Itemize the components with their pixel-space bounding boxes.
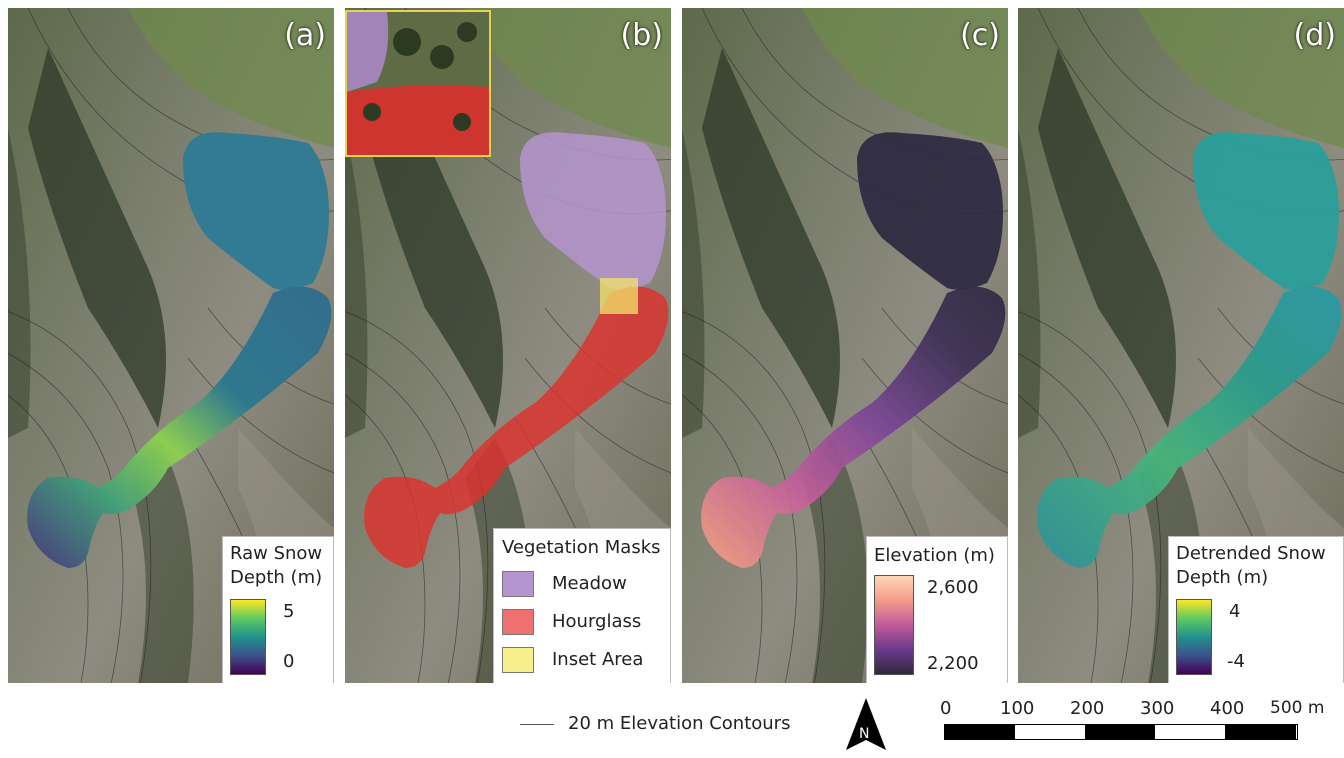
legend-title: Elevation (m) xyxy=(874,545,995,566)
legend-min-value: 0 xyxy=(283,651,295,672)
north-arrow-label: N xyxy=(859,726,870,742)
scale-seg-5 xyxy=(1225,725,1296,739)
legend-detrended-snow-depth: Detrended Snow Depth (m) 4 -4 xyxy=(1168,536,1344,683)
scale-seg-3 xyxy=(1085,725,1155,739)
legend-item-meadow: Meadow xyxy=(552,573,627,594)
swatch-meadow xyxy=(502,571,534,597)
legend-vegetation-masks: Vegetation Masks Meadow Hourglass Inset … xyxy=(493,528,671,683)
scale-label-100: 100 xyxy=(1000,698,1035,719)
contour-legend-label: 20 m Elevation Contours xyxy=(568,713,791,734)
panel-label-b: (b) xyxy=(620,18,663,53)
legend-title-line2: Depth (m) xyxy=(230,567,323,588)
panel-a-raw-snow-depth: (a) Raw Snow Depth (m) 5 0 xyxy=(8,8,334,683)
panel-label-a: (a) xyxy=(284,18,326,53)
contour-line-symbol xyxy=(520,724,554,725)
panel-d-detrended-snow-depth: (d) Detrended Snow Depth (m) 4 -4 xyxy=(1018,8,1344,683)
scale-label-0: 0 xyxy=(940,698,952,719)
legend-item-inset-area: Inset Area xyxy=(552,649,644,670)
legend-max-value: 4 xyxy=(1229,601,1241,622)
legend-title-line1: Raw Snow xyxy=(230,543,323,564)
map-b xyxy=(345,8,671,683)
colorbar-elevation xyxy=(874,575,914,675)
legend-title-line2: Depth (m) xyxy=(1176,567,1269,588)
legend-item-hourglass: Hourglass xyxy=(552,611,642,632)
panel-label-c: (c) xyxy=(960,18,1000,53)
scale-label-300: 300 xyxy=(1140,698,1175,719)
swatch-hourglass xyxy=(502,609,534,635)
panel-b-vegetation-masks: (b) Vegetation Masks Meadow Hourglass In… xyxy=(345,8,671,683)
scale-label-400: 400 xyxy=(1210,698,1245,719)
scale-label-500m: 500 m xyxy=(1270,698,1325,718)
legend-min-value: 2,200 xyxy=(927,653,979,674)
legend-elevation: Elevation (m) 2,600 2,200 xyxy=(866,536,1008,683)
colorbar-viridis xyxy=(230,599,266,675)
swatch-inset-area xyxy=(502,647,534,673)
legend-raw-snow-depth: Raw Snow Depth (m) 5 0 xyxy=(222,536,334,683)
legend-max-value: 5 xyxy=(283,601,295,622)
legend-max-value: 2,600 xyxy=(927,577,979,598)
colorbar-viridis xyxy=(1176,599,1212,675)
panel-label-d: (d) xyxy=(1293,18,1336,53)
north-arrow-icon: N xyxy=(844,696,888,752)
scale-seg-1 xyxy=(945,725,1015,739)
legend-title: Vegetation Masks xyxy=(502,537,661,558)
inset-map xyxy=(345,10,491,157)
legend-title-line1: Detrended Snow xyxy=(1176,543,1326,564)
panel-c-elevation: (c) Elevation (m) 2,600 2,200 xyxy=(682,8,1008,683)
legend-min-value: -4 xyxy=(1227,651,1245,672)
scale-bar: 0 100 200 300 400 500 m xyxy=(940,698,1324,744)
scale-label-200: 200 xyxy=(1070,698,1105,719)
